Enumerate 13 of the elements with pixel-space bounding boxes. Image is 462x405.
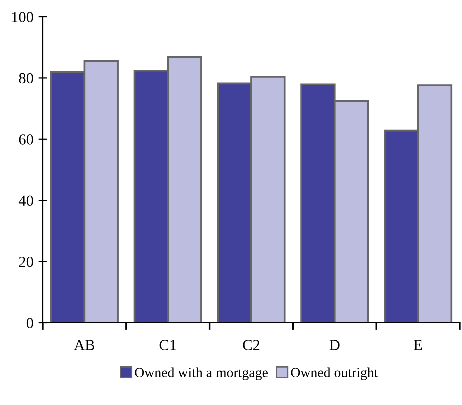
x-tick-label: C1 bbox=[160, 340, 176, 350]
x-tick-label: E bbox=[414, 340, 422, 350]
x-tick-label: C2 bbox=[243, 340, 260, 350]
x-tick-label: D bbox=[330, 340, 340, 350]
y-tick-label: 20 bbox=[19, 256, 34, 268]
x-tick-label: AB bbox=[74, 340, 95, 350]
y-tick-label: 40 bbox=[18, 196, 34, 206]
y-tick-label: 100 bbox=[12, 12, 34, 22]
legend-label: Owned with a mortgage bbox=[135, 368, 268, 380]
y-tick-label: 80 bbox=[19, 73, 34, 84]
y-tick-label: 0 bbox=[26, 318, 34, 328]
y-tick-label: 60 bbox=[19, 134, 34, 145]
legend-label: Owned outright bbox=[291, 368, 378, 380]
